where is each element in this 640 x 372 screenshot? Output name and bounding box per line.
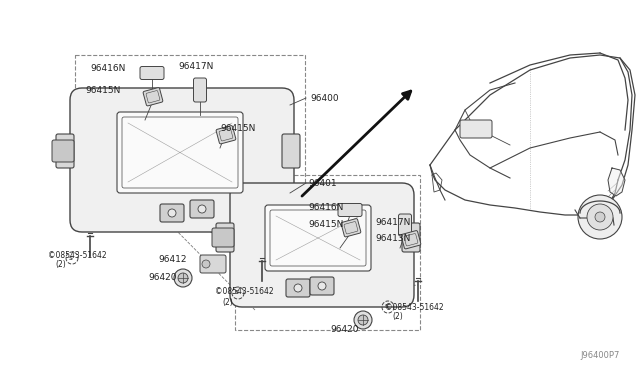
FancyBboxPatch shape bbox=[402, 223, 420, 252]
Text: ©08543-51642: ©08543-51642 bbox=[48, 250, 107, 260]
FancyBboxPatch shape bbox=[117, 112, 243, 193]
FancyBboxPatch shape bbox=[265, 205, 371, 271]
FancyBboxPatch shape bbox=[193, 78, 207, 102]
Text: S: S bbox=[385, 305, 389, 310]
Circle shape bbox=[178, 273, 188, 283]
FancyBboxPatch shape bbox=[216, 126, 236, 144]
FancyBboxPatch shape bbox=[401, 231, 421, 249]
Text: 96415N: 96415N bbox=[220, 124, 255, 132]
Circle shape bbox=[595, 212, 605, 222]
Circle shape bbox=[202, 260, 210, 268]
Text: 96420: 96420 bbox=[330, 326, 358, 334]
FancyBboxPatch shape bbox=[310, 277, 334, 295]
Text: (2): (2) bbox=[222, 298, 233, 307]
FancyBboxPatch shape bbox=[70, 88, 294, 232]
FancyBboxPatch shape bbox=[460, 120, 492, 138]
FancyBboxPatch shape bbox=[56, 134, 74, 168]
FancyBboxPatch shape bbox=[160, 204, 184, 222]
Text: 96412: 96412 bbox=[158, 256, 186, 264]
Text: (2): (2) bbox=[55, 260, 66, 269]
FancyBboxPatch shape bbox=[190, 200, 214, 218]
Text: J96400P7: J96400P7 bbox=[580, 351, 620, 360]
Text: 96417N: 96417N bbox=[178, 61, 213, 71]
Text: 96420: 96420 bbox=[148, 273, 177, 282]
Circle shape bbox=[174, 269, 192, 287]
FancyBboxPatch shape bbox=[338, 203, 362, 217]
Circle shape bbox=[318, 282, 326, 290]
FancyBboxPatch shape bbox=[286, 279, 310, 297]
Text: S: S bbox=[69, 256, 73, 260]
FancyBboxPatch shape bbox=[212, 228, 234, 247]
Text: 96415N: 96415N bbox=[308, 219, 344, 228]
Text: ©08543-51642: ©08543-51642 bbox=[215, 288, 274, 296]
Text: (2): (2) bbox=[392, 312, 403, 321]
Circle shape bbox=[358, 315, 368, 325]
FancyBboxPatch shape bbox=[200, 255, 226, 273]
Circle shape bbox=[168, 209, 176, 217]
Text: 96400: 96400 bbox=[310, 93, 339, 103]
Text: ©08543-51642: ©08543-51642 bbox=[385, 302, 444, 311]
FancyBboxPatch shape bbox=[143, 87, 163, 106]
Text: 96416N: 96416N bbox=[90, 64, 125, 73]
FancyBboxPatch shape bbox=[282, 134, 300, 168]
Circle shape bbox=[354, 311, 372, 329]
FancyBboxPatch shape bbox=[341, 219, 361, 237]
Bar bbox=[75, 55, 305, 230]
Circle shape bbox=[587, 204, 613, 230]
FancyBboxPatch shape bbox=[140, 67, 164, 80]
Text: S: S bbox=[235, 291, 239, 295]
FancyBboxPatch shape bbox=[230, 183, 414, 307]
FancyBboxPatch shape bbox=[216, 223, 234, 252]
Text: 96417N: 96417N bbox=[375, 218, 410, 227]
Text: 96401: 96401 bbox=[308, 179, 337, 187]
Circle shape bbox=[578, 195, 622, 239]
Bar bbox=[235, 175, 420, 330]
Text: 96415N: 96415N bbox=[85, 86, 120, 94]
Text: 96413N: 96413N bbox=[375, 234, 410, 243]
Circle shape bbox=[198, 205, 206, 213]
Polygon shape bbox=[608, 168, 625, 196]
Text: 96416N: 96416N bbox=[308, 202, 344, 212]
Circle shape bbox=[294, 284, 302, 292]
FancyBboxPatch shape bbox=[399, 214, 412, 236]
FancyBboxPatch shape bbox=[52, 140, 74, 162]
